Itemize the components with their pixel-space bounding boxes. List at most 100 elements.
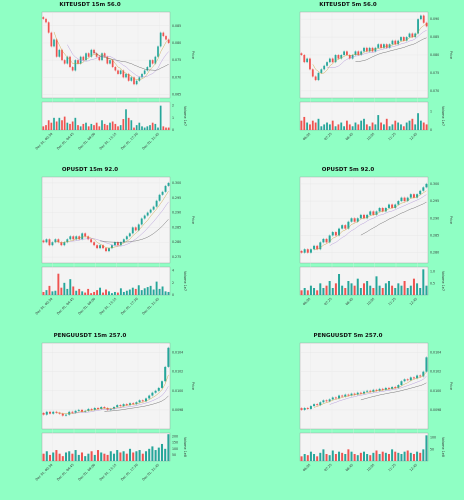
candle-body [356,218,359,222]
candle-body [380,44,382,48]
moving-average-line [326,30,427,68]
candle-body [328,58,331,63]
volume-bar [105,289,107,295]
chart-title: PENGUUSDT 5m 257.0 [313,333,383,339]
volume-bar [165,127,167,130]
candle-body [98,56,101,61]
x-tick-label: Dec 01, 04:45 [56,132,75,151]
candle-body [313,245,316,250]
volume-bar [353,454,356,461]
volume-bar [63,282,66,295]
candle-body [300,250,303,253]
candle-body [53,39,55,47]
chart-panel-op-5m: OPUSDT 5m 92.0 0.300 0.295 0.290 0.285 0.280… [268,167,458,329]
candle-body [48,239,51,246]
candle-body [359,214,362,219]
candle-body [132,403,135,405]
volume-bar [309,285,312,295]
volume-bar [48,454,52,461]
candle-body [167,347,170,367]
volume-bar [141,126,143,130]
candle-body [87,408,90,411]
candle-body [68,411,71,415]
volume-bar [164,291,167,295]
candle-body [363,47,365,52]
x-tick-label: Dec 01, 13:15 [99,463,118,482]
candle-body [93,407,96,410]
volume-bar [109,451,112,461]
volume-bar [131,287,134,295]
candle-body [149,60,151,68]
moving-average-line [56,374,169,414]
volume-axis-label: Volume 1e7 [183,271,187,291]
candle-body [303,407,306,410]
chart-panel-op-15m: OPUSDT 15m 92.0 0.300 0.295 0.290 0.285 0.28… [10,167,200,329]
volume-bar [125,290,128,295]
candle-body [375,389,378,391]
volume-bar [69,123,71,130]
volume-bar [80,452,84,461]
volume-tick-label: 2 [172,104,174,108]
x-tick-label: 12:45 [409,132,418,141]
candle-body [425,183,428,188]
candle-body [347,394,350,396]
candle-body [87,236,90,240]
x-tick-label: Dec 01, 13:15 [99,132,118,151]
candle-body [57,239,60,243]
candle-body [111,245,113,249]
y-tick-label: 0.0102 [430,370,441,374]
candle-body [71,411,74,413]
moving-average-line [355,37,427,62]
candle-body [394,386,397,388]
volume-bar [388,126,391,130]
candle-body [337,55,340,59]
candle-body [338,395,341,399]
volume-bar [127,117,130,130]
volume-bar [300,120,303,130]
volume-bar [325,454,328,461]
volume-bar [60,287,63,295]
volume-bar [338,274,341,295]
volume-bar [130,120,133,130]
volume-bar [320,126,323,130]
volume-bar [77,125,79,130]
volume-bar [157,447,160,461]
volume-bar [77,454,80,461]
candle-body [161,191,164,195]
price-axes [299,342,429,430]
volume-tick-label: 4 [172,269,174,273]
volume-bar [144,451,148,461]
volume-bar [348,124,351,130]
volume-bar [96,450,100,461]
volume-bar [119,288,122,295]
candle-body [397,40,400,45]
price-axes [299,176,429,264]
candle-body [384,387,387,390]
candle-body [366,390,369,392]
volume-bar [422,122,425,130]
volume-bar [369,285,372,295]
y-axis-label: Price [449,382,453,390]
volume-bar [140,290,143,295]
candle-body [144,398,148,402]
volume-bar [87,288,90,295]
volume-bar [372,452,375,461]
candle-body [328,235,331,243]
candle-body [409,377,412,381]
candle-body [381,207,384,212]
candle-body [300,408,303,410]
chart-panel-kite-15m: KITEUSDT 15m 56.0 0.085 0.080 0.075 0.070 0.… [10,2,200,164]
volume-bar [149,125,151,130]
candle-body [117,70,119,74]
moving-average-line [70,201,169,247]
volume-bar [366,454,369,461]
candle-body [100,407,103,409]
volume-bar [93,454,96,461]
moving-average-line [314,190,427,251]
volume-bar [167,291,170,295]
volume-bar [135,125,138,130]
volume-bar [377,115,380,130]
volume-bar [346,120,348,130]
volume-bar [125,453,128,461]
volume-bar [111,293,113,295]
